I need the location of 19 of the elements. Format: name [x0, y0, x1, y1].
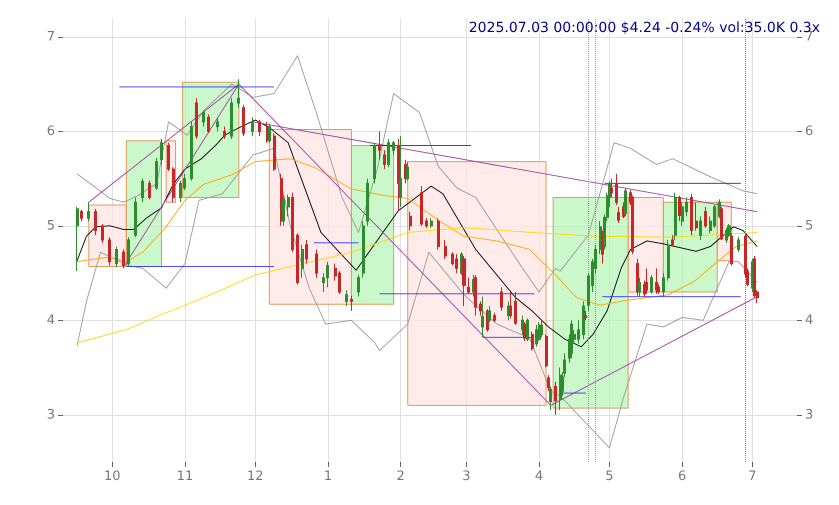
- y-tick-label: 4: [46, 312, 55, 328]
- x-tick-label: 12: [247, 469, 264, 484]
- x-tick-label: 1: [324, 469, 332, 484]
- y2-tick-label: 6: [805, 124, 814, 139]
- y2-tick-label: 5: [805, 218, 814, 234]
- y-tick-label: 3: [46, 407, 55, 422]
- y-tick-label: 5: [46, 218, 55, 234]
- y-tick-label: 6: [46, 124, 55, 139]
- y2-tick-label: 3: [805, 407, 814, 422]
- x-tick-label: 7: [748, 469, 757, 484]
- x-tick-label: 10: [104, 469, 121, 484]
- x-tick-label: 11: [176, 469, 194, 484]
- x-tick-label: 4: [534, 469, 544, 484]
- x-tick-label: 3: [462, 469, 470, 484]
- x-tick-label: 6: [678, 469, 686, 484]
- y2-tick-label: 4: [805, 312, 814, 328]
- x-tick-label: 2: [396, 469, 405, 484]
- x-tick-label: 5: [605, 469, 614, 484]
- y-tick-label: 7: [46, 29, 55, 44]
